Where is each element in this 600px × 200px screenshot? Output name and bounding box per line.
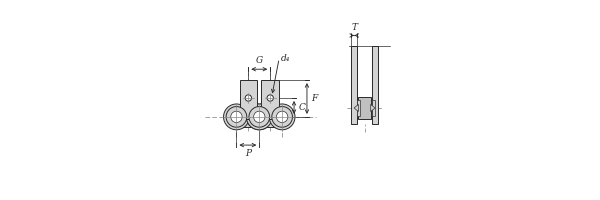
- Text: C: C: [298, 103, 305, 112]
- Circle shape: [272, 107, 292, 127]
- Text: T: T: [351, 23, 357, 32]
- Bar: [372, 46, 377, 124]
- Text: d₄: d₄: [280, 54, 290, 63]
- Polygon shape: [354, 104, 358, 112]
- Bar: [239, 80, 257, 119]
- Bar: [358, 97, 371, 119]
- Bar: [372, 100, 376, 116]
- Circle shape: [247, 104, 272, 130]
- Circle shape: [245, 95, 251, 101]
- Circle shape: [249, 107, 269, 127]
- Text: G: G: [256, 56, 263, 65]
- Polygon shape: [371, 104, 375, 112]
- Circle shape: [277, 111, 288, 123]
- Circle shape: [254, 111, 265, 123]
- Circle shape: [226, 107, 247, 127]
- Circle shape: [269, 104, 295, 130]
- Bar: [262, 80, 279, 119]
- Circle shape: [231, 111, 242, 123]
- Circle shape: [267, 95, 274, 101]
- Bar: [236, 106, 259, 127]
- Bar: [239, 111, 279, 119]
- Text: P: P: [245, 149, 251, 158]
- Bar: [357, 100, 361, 116]
- Circle shape: [247, 104, 272, 130]
- Text: F: F: [311, 94, 317, 103]
- Circle shape: [224, 104, 250, 130]
- Bar: [259, 106, 282, 127]
- Bar: [352, 46, 357, 124]
